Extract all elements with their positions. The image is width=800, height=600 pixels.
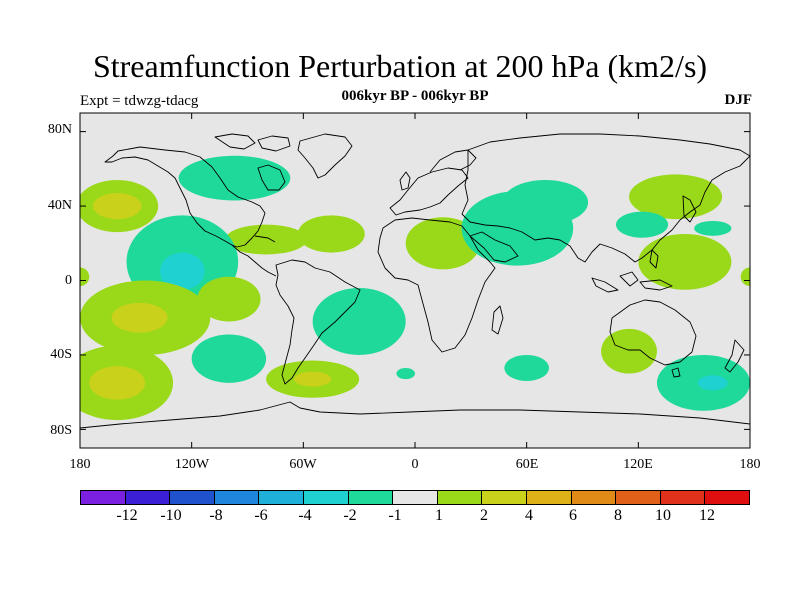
coastlines [80,133,750,429]
colorbar-label: -6 [254,507,268,524]
y-tick-label-80n: 80N [47,122,72,137]
colorbar-swatch [526,491,572,504]
anomaly-region [697,375,728,391]
colorbar-label: -1 [388,507,402,524]
page-title: Streamfunction Perturbation at 200 hPa (… [92,48,708,84]
anomaly-region [312,287,406,355]
colorbar-label: 4 [525,507,533,524]
coastline-indonesia [591,249,673,293]
colorbar-swatch [660,491,706,504]
x-tick-label-120w: 120W [174,457,210,472]
colorbar-label: 10 [655,507,671,524]
coastline-tasmania [671,367,681,378]
colorbar-swatch [259,491,304,504]
anomaly-region [616,211,669,238]
coastline-africa [377,217,496,353]
coastline-madagascar [491,305,504,335]
x-tick-label-120e: 120E [623,457,653,472]
coastline-japan [682,195,697,223]
anomaly-region [294,371,332,387]
anomaly-region [368,293,380,305]
colorbar-label: -10 [160,507,182,524]
colorbar-swatch [571,491,617,504]
x-tick-label-180e: 180 [739,457,761,472]
anomaly-region [89,366,146,400]
coastline-arctic-islands [214,133,291,152]
colorbar-label: 2 [480,507,488,524]
colorbar-label: -2 [343,507,357,524]
colorbar-swatch [616,491,661,504]
season-label: DJF [724,92,753,108]
anomaly-region [601,328,657,374]
colorbar-label: -12 [116,507,138,524]
subtitle: 006kyr BP - 006kyr BP [341,88,489,104]
colorbar-label: -8 [209,507,223,524]
colorbar [80,490,750,505]
anomaly-region [191,334,267,383]
colorbar-swatch [393,491,438,504]
colorbar-swatch [348,491,394,504]
coastline-south-america [275,259,361,385]
colorbar-swatch [170,491,215,504]
anomaly-region [638,233,732,290]
colorbar-swatch [81,491,126,504]
colorbar-label: 12 [699,507,715,524]
colorbar-swatch [125,491,171,504]
x-tick-label-60w: 60W [289,457,317,472]
anomaly-region [197,276,261,322]
anomaly-region [396,367,416,380]
colorbar-swatch [705,491,749,504]
coastline-antarctica [80,401,750,429]
experiment-label: Expt = tdwzg-tdacg [80,93,199,109]
coastline-uk [399,171,411,191]
anomaly-region [160,252,205,290]
y-tick-label-0: 0 [65,273,72,288]
colorbar-swatch [482,491,527,504]
coastline-arabia [469,231,519,263]
anomaly-region [297,215,365,253]
anomaly-region [502,180,589,225]
colorbar-label: 1 [435,507,443,524]
y-tick-label-80s: 80S [50,423,72,438]
x-tick-label-60e: 60E [515,457,539,472]
anomaly-region [178,155,291,201]
anomaly-region [694,220,732,236]
coastline-europe [389,167,469,216]
coastline-hudson-bay [257,164,286,191]
colorbar-swatch [303,491,349,504]
x-tick-label-180w: 180 [69,457,91,472]
colorbar-swatch [214,491,260,504]
coastline-cuba [254,235,276,243]
y-tick-label-40n: 40N [47,198,72,213]
coastline-new-zealand [724,339,745,373]
anomaly-region [405,217,481,270]
colorbar-swatch [437,491,483,504]
coastline-australia [609,299,697,366]
coastline-central-america [231,244,277,277]
anomaly-region [80,267,90,287]
colorbar-label: -4 [298,507,312,524]
anomaly-region [740,267,750,287]
colorbar-label: 6 [569,507,577,524]
anomaly-region [504,354,549,381]
y-tick-label-40s: 40S [50,347,72,362]
anomaly-region [93,193,142,220]
x-tick-label-0: 0 [411,457,419,472]
coastline-asia [461,133,750,263]
anomaly-region [225,224,308,255]
anomaly-region [629,174,723,220]
colorbar-label: 8 [614,507,622,524]
anomaly-region [111,302,168,333]
coastline-greenland [297,133,353,179]
